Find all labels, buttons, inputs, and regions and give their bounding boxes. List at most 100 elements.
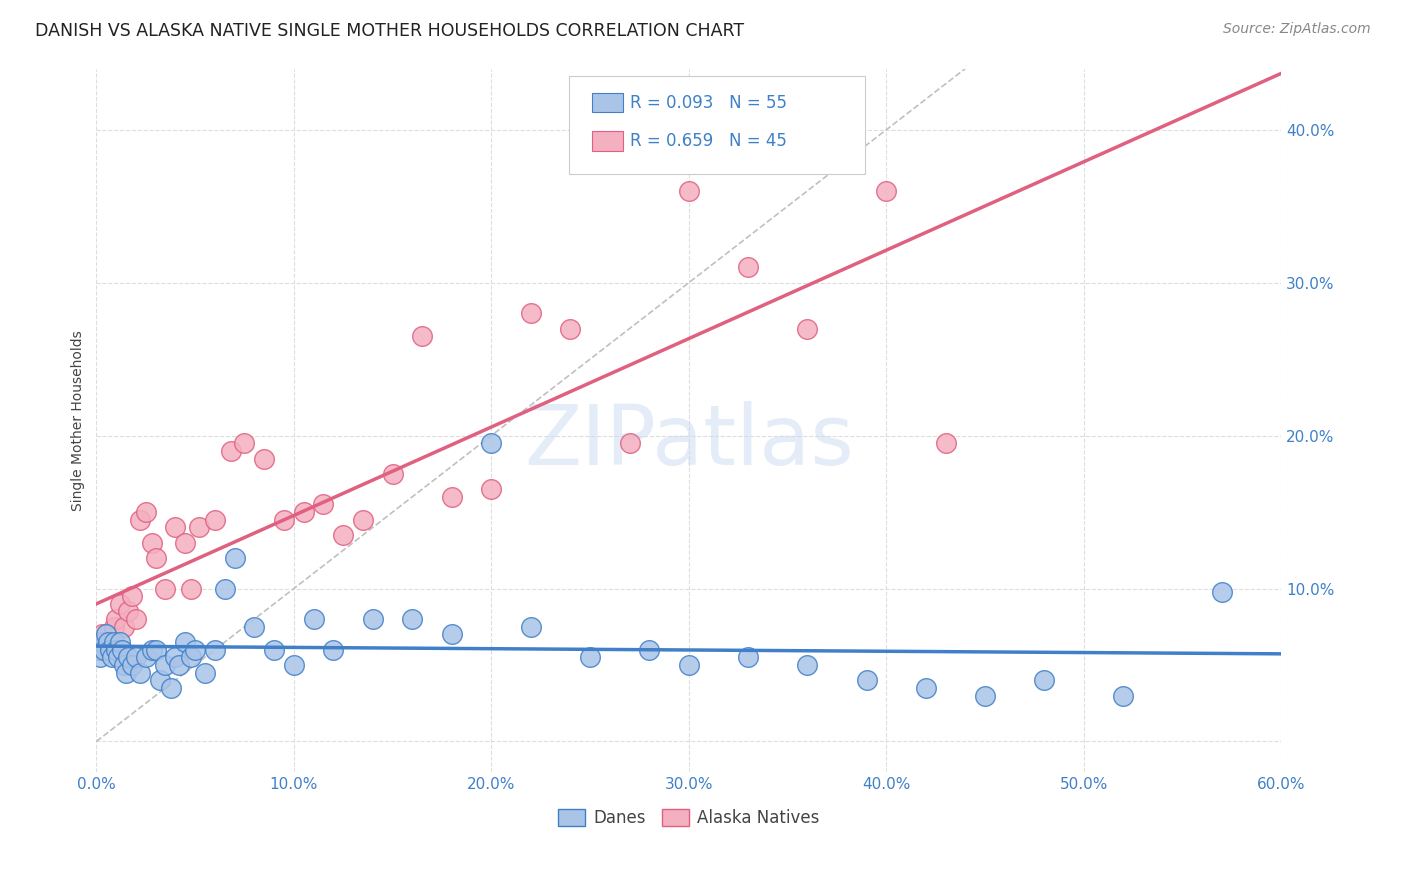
Point — [155, 658, 177, 673]
Point — [440, 490, 463, 504]
Point — [1112, 689, 1135, 703]
Point — [638, 642, 661, 657]
Point — [332, 528, 354, 542]
Point — [145, 550, 167, 565]
Point — [108, 635, 131, 649]
Point — [125, 650, 148, 665]
Legend: Danes, Alaska Natives: Danes, Alaska Natives — [551, 803, 827, 834]
Point — [121, 658, 143, 673]
Point — [165, 650, 187, 665]
Point — [875, 184, 897, 198]
Point — [89, 642, 111, 657]
Point — [141, 535, 163, 549]
Text: Source: ZipAtlas.com: Source: ZipAtlas.com — [1223, 22, 1371, 37]
Point — [108, 597, 131, 611]
Point — [141, 642, 163, 657]
Point — [87, 642, 110, 657]
Point — [253, 451, 276, 466]
Point — [174, 535, 197, 549]
Y-axis label: Single Mother Households: Single Mother Households — [72, 330, 86, 510]
Point — [224, 550, 246, 565]
Point — [180, 650, 202, 665]
Point — [98, 635, 121, 649]
Point — [243, 620, 266, 634]
Point — [479, 436, 502, 450]
Point — [87, 635, 110, 649]
Point — [273, 513, 295, 527]
Point — [184, 642, 207, 657]
Point — [101, 642, 124, 657]
Point — [135, 505, 157, 519]
Point — [112, 658, 135, 673]
Point — [283, 658, 305, 673]
Point — [214, 582, 236, 596]
Point — [165, 520, 187, 534]
Point — [96, 635, 118, 649]
Text: R = 0.659   N = 45: R = 0.659 N = 45 — [630, 132, 787, 150]
Point — [117, 604, 139, 618]
Point — [352, 513, 374, 527]
Point — [103, 620, 125, 634]
Point — [855, 673, 877, 688]
Point — [204, 513, 226, 527]
Point — [678, 184, 700, 198]
Point — [160, 681, 183, 695]
Point — [520, 620, 543, 634]
Point — [292, 505, 315, 519]
Point — [135, 650, 157, 665]
Point — [1033, 673, 1056, 688]
Point — [169, 658, 191, 673]
Point — [148, 673, 170, 688]
Point — [737, 650, 759, 665]
Point — [302, 612, 325, 626]
Text: R = 0.093   N = 55: R = 0.093 N = 55 — [630, 94, 787, 112]
Point — [411, 329, 433, 343]
Point — [263, 642, 285, 657]
Point — [105, 642, 128, 657]
Point — [111, 642, 134, 657]
Point — [974, 689, 997, 703]
Point — [401, 612, 423, 626]
Point — [91, 635, 114, 649]
Point — [381, 467, 404, 481]
Point — [520, 306, 543, 320]
Point — [188, 520, 211, 534]
Point — [96, 627, 118, 641]
Point — [97, 635, 120, 649]
Point — [155, 582, 177, 596]
Point — [101, 650, 124, 665]
Text: ZIPatlas: ZIPatlas — [524, 401, 853, 482]
Point — [98, 642, 121, 657]
Point — [560, 321, 582, 335]
Text: DANISH VS ALASKA NATIVE SINGLE MOTHER HOUSEHOLDS CORRELATION CHART: DANISH VS ALASKA NATIVE SINGLE MOTHER HO… — [35, 22, 744, 40]
Point — [174, 635, 197, 649]
Point — [233, 436, 256, 450]
Point — [93, 642, 115, 657]
Point — [115, 665, 138, 680]
Point — [361, 612, 384, 626]
Point — [312, 497, 335, 511]
Point — [117, 650, 139, 665]
Point — [112, 620, 135, 634]
Point — [105, 612, 128, 626]
Point — [91, 627, 114, 641]
Point — [121, 589, 143, 603]
Point — [322, 642, 344, 657]
Point — [97, 642, 120, 657]
Point — [440, 627, 463, 641]
Point — [180, 582, 202, 596]
Point — [145, 642, 167, 657]
Point — [107, 650, 129, 665]
Point — [579, 650, 602, 665]
Point — [128, 665, 150, 680]
Point — [125, 612, 148, 626]
Point — [678, 658, 700, 673]
Point — [194, 665, 217, 680]
Point — [915, 681, 938, 695]
Point — [796, 658, 818, 673]
Point — [796, 321, 818, 335]
Point — [89, 650, 111, 665]
Point — [128, 513, 150, 527]
Point — [219, 443, 242, 458]
Point — [619, 436, 641, 450]
